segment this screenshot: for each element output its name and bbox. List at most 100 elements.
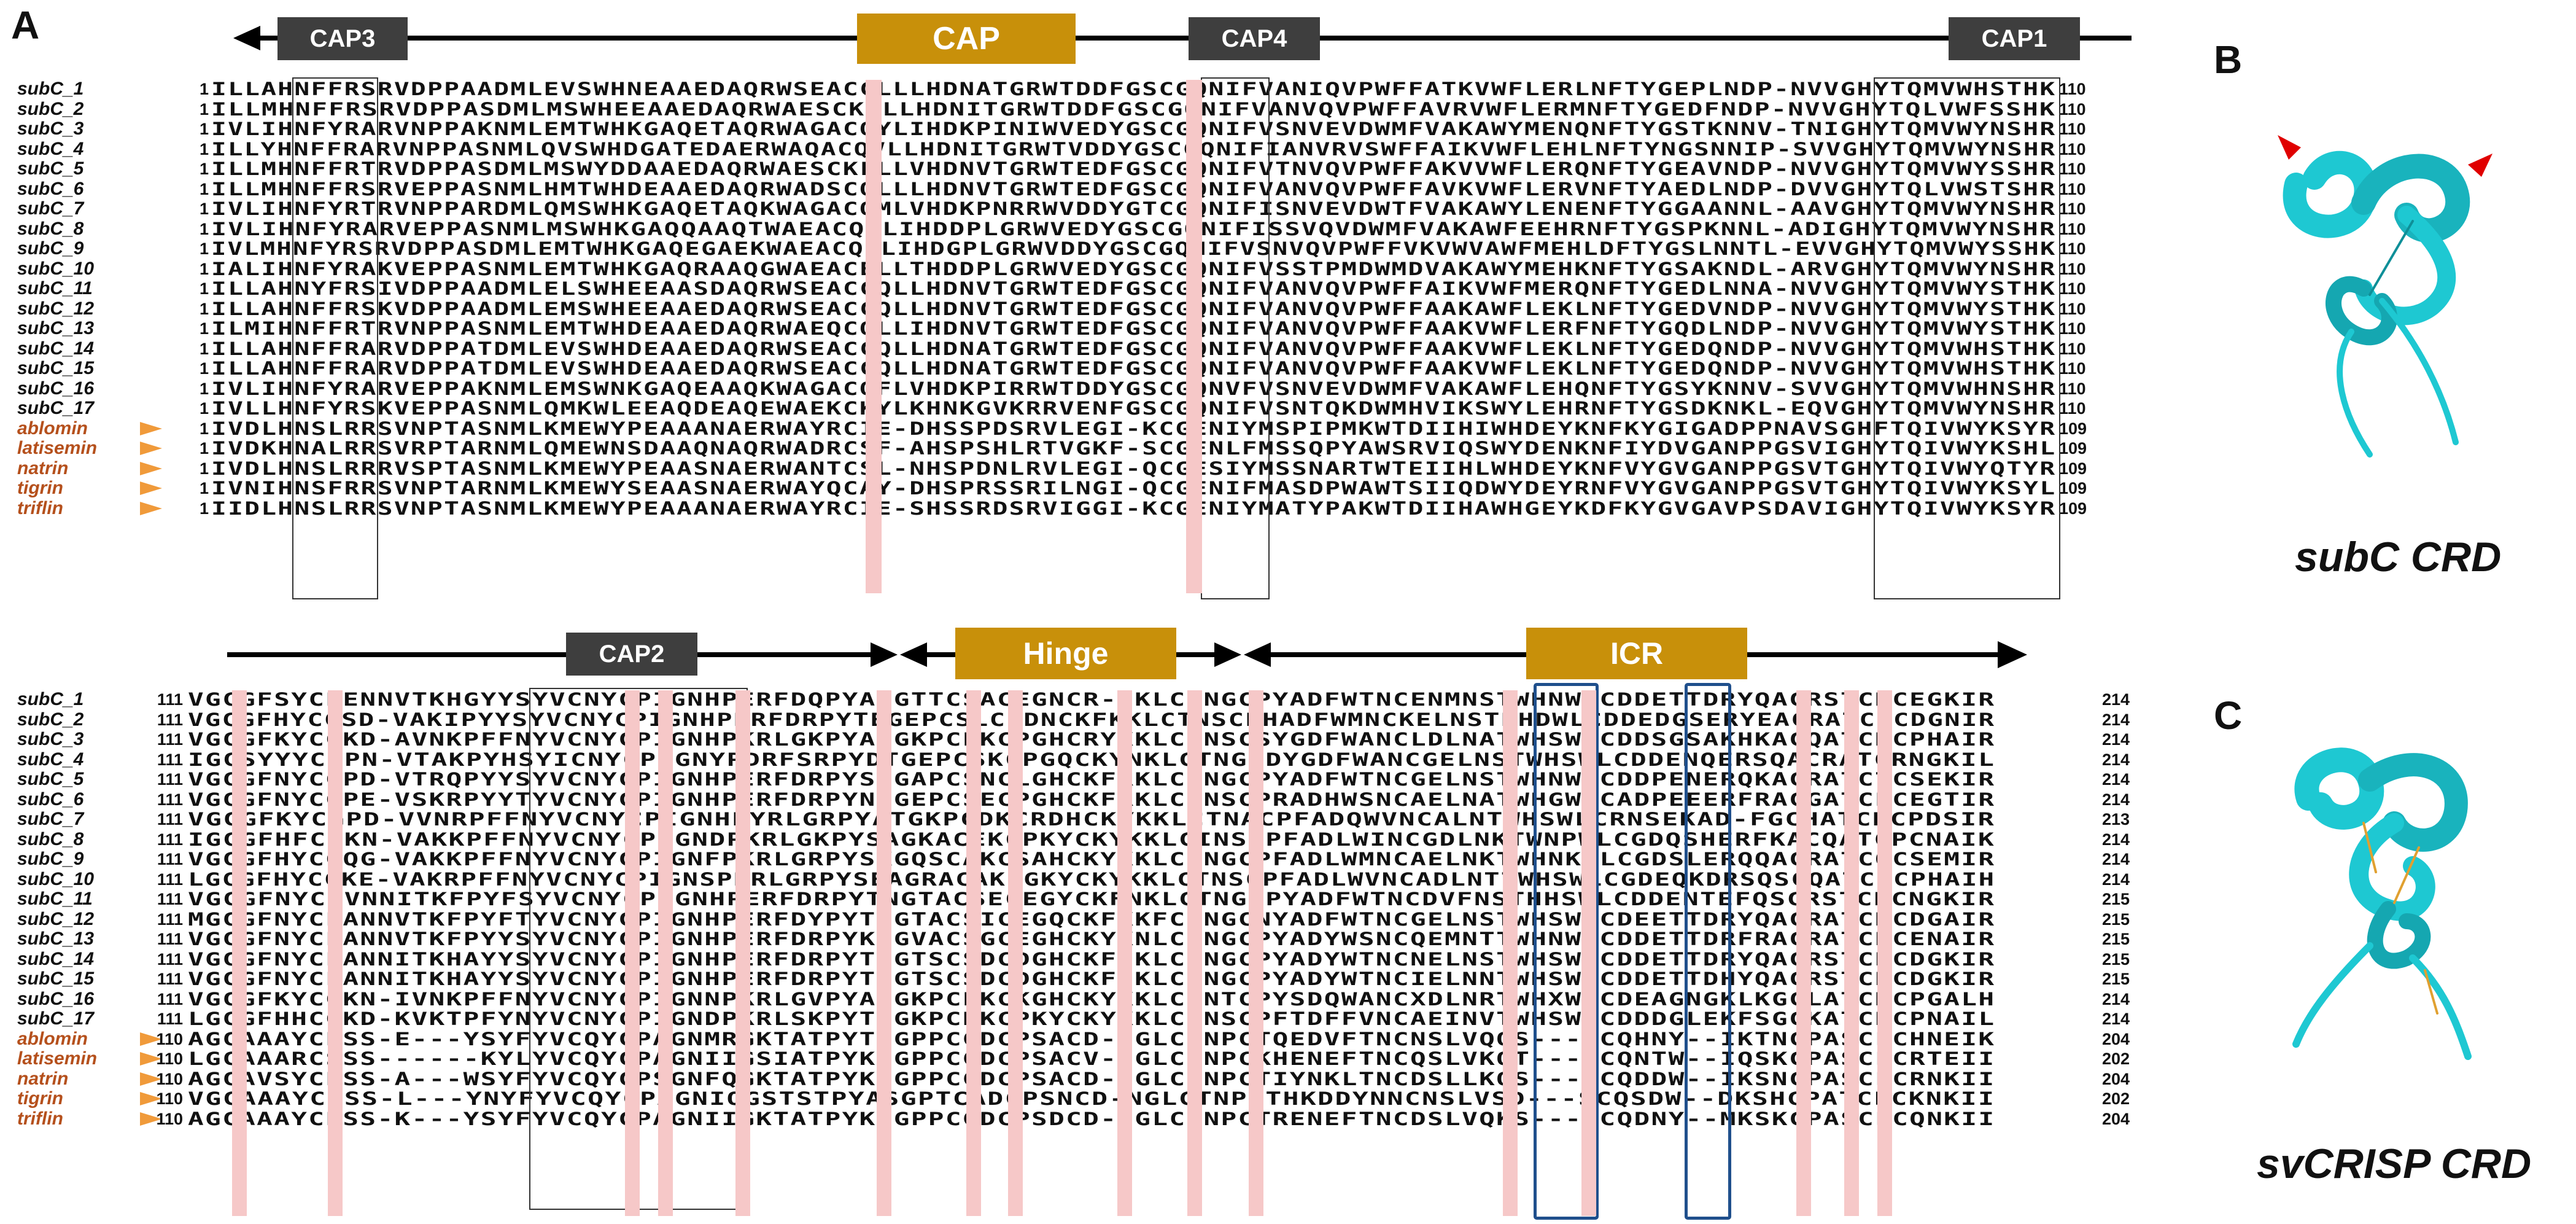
alignment-row: subC_7 111 VGCGFKYCGPD-VVNRPFFNYVCNYCPIGNH… (0, 809, 2136, 830)
sequence-residues: ILLAHNFFRARVDPPATDMLEVSWHDEAAEDAQRWSEACC… (211, 358, 2057, 379)
sequence-start-position: 1 (199, 499, 209, 518)
sequence-residues: IIDLHNSLRRSVNPTASNMLKMEWYPEAAANAERWAYRCI… (211, 497, 2057, 519)
conserved-cysteine-highlight (966, 690, 981, 1216)
c-terminal-loop (2409, 954, 2472, 1060)
sequence-name: subC_10 (17, 258, 95, 279)
conserved-cysteine-highlight (877, 690, 891, 1216)
sequence-start-position: 1 (199, 359, 209, 378)
venom-marker-icon (140, 481, 162, 495)
sequence-residues: LGCGFHYCGKE-VAKRPFFNYVCNYCPIGNSPRRLGRPYS… (188, 868, 1996, 890)
sequence-name: subC_1 (17, 689, 84, 709)
sequence-residues: VGCGFNYCEANNITKHAYYSYVCNYCPIGNHPERFDRPYT… (188, 969, 1996, 989)
loop-core (2367, 901, 2431, 969)
sequence-name: subC_5 (17, 769, 84, 789)
sequence-residues: VGCGFKYCGPD-VVNRPFFNYVCNYCPIGNHPYRLGRPYA… (188, 809, 1996, 830)
alignment-row: subC_17 111 LGCGFHHCGKD-KVKTPFYNYVCNYCPIGN… (0, 1008, 2136, 1029)
sequence-end-position: 214 (2102, 830, 2130, 849)
sequence-start-position: 110 (156, 1090, 183, 1108)
venom-marker-icon (140, 461, 162, 475)
sequence-name: subC_16 (17, 378, 95, 399)
sequence-end-position: 109 (2059, 459, 2087, 478)
hinge-domain-label: Hinge (955, 628, 1176, 679)
sequence-residues: VGCGFNYCPVNNITKFPYFSYVCNYCPIGNHPERFDRPYT… (188, 889, 1996, 910)
sequence-end-position: 215 (2102, 890, 2130, 908)
alignment-row: natrin 1 IVDLHNSLRRRVSPTASNMLKMEWYPEAASNAE… (0, 459, 2136, 478)
alignment-row: latisemin 1 IVDKHNALRRSVRPTARNMLQMEWNSDAAQ… (0, 439, 2136, 458)
sequence-end-position: 110 (2059, 219, 2086, 238)
alignment-row: latisemin 110 LGCAAARCSSS------KYLYVCQYCPA… (0, 1048, 2136, 1069)
sequence-end-position: 214 (2102, 750, 2130, 769)
sequence-end-position: 213 (2102, 810, 2130, 828)
sequence-residues: ILLAHNFFRSRVDPPAADMLEVSWHNEAAEDAQRWSEACC… (211, 79, 2057, 99)
sequence-start-position: 111 (157, 930, 183, 948)
sequence-end-position: 204 (2102, 1069, 2130, 1088)
sequence-start-position: 1 (199, 80, 209, 98)
alignment-row: ablomin 110 AGCAAAYCPSS-E---YSYFYVCQYCPAGN… (0, 1028, 2136, 1050)
alignment-row: subC_12 1 ILLAHNFFRSKVDPPAADMLEMSWHEEAAEDA… (0, 298, 2136, 319)
sequence-name: subC_10 (17, 868, 95, 889)
conserved-cysteine-highlight (232, 690, 247, 1216)
sequence-name: subC_17 (17, 1008, 95, 1029)
sequence-start-position: 1 (199, 479, 209, 497)
alignment-row: subC_3 111 VGCGFKYCGKD-AVNKPFFNYVCNYCPIGNH… (0, 730, 2136, 749)
conserved-cysteine-highlight (1249, 690, 1263, 1216)
sequence-name: subC_12 (17, 298, 95, 319)
helix-2 (2358, 753, 2468, 852)
alignment-block-2: subC_1 111 VGCGFSYCPENNVTKHGYYSYVCNYCPIGNH… (0, 690, 2136, 1218)
cap2-arrowhead-right (871, 642, 898, 667)
sequence-name: subC_14 (17, 948, 95, 969)
panel-label-c: C (2214, 693, 2243, 738)
sequence-start-position: 111 (157, 949, 183, 969)
alignment-row: subC_8 111 IGCGFHFCGKN-VAKKPFFNYVCNYCPIGND… (0, 830, 2136, 849)
sequence-name: triflin (17, 497, 63, 518)
sequence-name: subC_8 (17, 218, 84, 239)
sequence-end-position: 110 (2059, 379, 2086, 398)
sequence-name: subC_15 (17, 969, 95, 989)
sequence-end-position: 214 (2102, 730, 2130, 749)
alignment-row: subC_15 1 ILLAHNFFRARVDPPATDMLEVSWHDEAAEDA… (0, 359, 2136, 378)
alignment-row: subC_11 1 ILLAHNYFRSIVDPPAADMLELSWHEEAASDA… (0, 279, 2136, 298)
n-terminal-loop (2337, 329, 2373, 458)
sequence-end-position: 110 (2059, 99, 2086, 119)
alignment-row: subC_10 1 IALIHNFYRAKVEPPASNMLEMTWHKGAQRAA… (0, 258, 2136, 279)
sequence-start-position: 111 (157, 710, 183, 729)
alignment-row: subC_13 1 ILMIHNFFRTRVNPPASNMLEMTWHDEAAEDA… (0, 319, 2136, 338)
sequence-residues: IGCGFHFCGKN-VAKKPFFNYVCNYCPIGNDPKRLGKPYS… (188, 828, 1996, 850)
sequence-name: ablomin (17, 1028, 88, 1049)
structure-caption-c: svCRISP CRD (2257, 1140, 2532, 1187)
sequence-start-position: 111 (157, 790, 183, 809)
sequence-residues: VGCGFSYCPENNVTKHGYYSYVCNYCPIGNHPERFDQPYA… (188, 689, 1996, 710)
venom-marker-icon (140, 1052, 162, 1066)
n-terminal-loop (2292, 942, 2373, 1048)
cap3-domain-label: CAP3 (277, 17, 408, 60)
alignment-row: subC_12 111 MGCGFNYCEANNVTKFPYFTYVCNYCPIGN… (0, 910, 2136, 929)
sequence-residues: ILLAHNFFRSKVDPPAADMLEMSWHEEAAEDAQRWSEACC… (211, 298, 2057, 319)
sequence-residues: VGCGFHYCGQG-VAKKPFFNYVCNYCPIGNFPKRLGRPYS… (188, 849, 1996, 870)
alignment-row: tigrin 110 VGCAAAYCPSS-L---YNYFYVCQYCPAGNI… (0, 1088, 2136, 1109)
alignment-row: subC_9 1 IVLMHNFYRSRVDPPASDMLEMTWHKGAQEGAE… (0, 240, 2136, 259)
sequence-end-position: 215 (2102, 949, 2130, 969)
sequence-residues: IVLIHNFYRARVEPPAKNMLEMSWNKGAQEAAQKWAGACQ… (211, 378, 2057, 399)
sequence-residues: IVDLHNSLRRSVNPTASNMLKMEWYPEAAANAERWAYRCI… (211, 418, 2057, 439)
sequence-start-position: 1 (199, 139, 209, 158)
icr-domain-label: ICR (1526, 628, 1747, 679)
sequence-residues: MGCGFNYCEANNVTKFPYFTYVCNYCPIGNHPERFDYPYT… (188, 908, 1996, 930)
conserved-cysteine-highlight (1117, 690, 1132, 1216)
sequence-start-position: 1 (199, 339, 209, 358)
sequence-end-position: 110 (2059, 299, 2086, 318)
sequence-name: subC_7 (17, 809, 84, 829)
sequence-start-position: 111 (157, 690, 183, 709)
sequence-residues: AGCAAAYCPSS-E---YSYFYVCQYCPAGNMRGKTATPYT… (188, 1028, 1996, 1050)
alignment-row: subC_10 111 LGCGFHYCGKE-VAKRPFFNYVCNYCPIGN… (0, 870, 2136, 889)
sequence-end-position: 214 (2102, 790, 2130, 809)
cap4-domain-label: CAP4 (1189, 17, 1320, 60)
panel-label-b: B (2214, 37, 2243, 82)
sequence-residues: ILLYHNFFRARVNPPASNMLQVSWHDGATEDAERWAQACQ… (211, 138, 2057, 160)
sequence-name: tigrin (17, 1088, 63, 1109)
sequence-name: subC_13 (17, 318, 95, 338)
sequence-name: latisemin (17, 1048, 98, 1069)
conserved-cysteine-highlight (625, 690, 640, 1216)
alignment-row: triflin 1 IIDLHNSLRRSVNPTASNMLKMEWYPEAAANA… (0, 499, 2136, 518)
subc-crd-structure (2278, 135, 2493, 458)
cap1-domain-label: CAP1 (1949, 17, 2080, 60)
